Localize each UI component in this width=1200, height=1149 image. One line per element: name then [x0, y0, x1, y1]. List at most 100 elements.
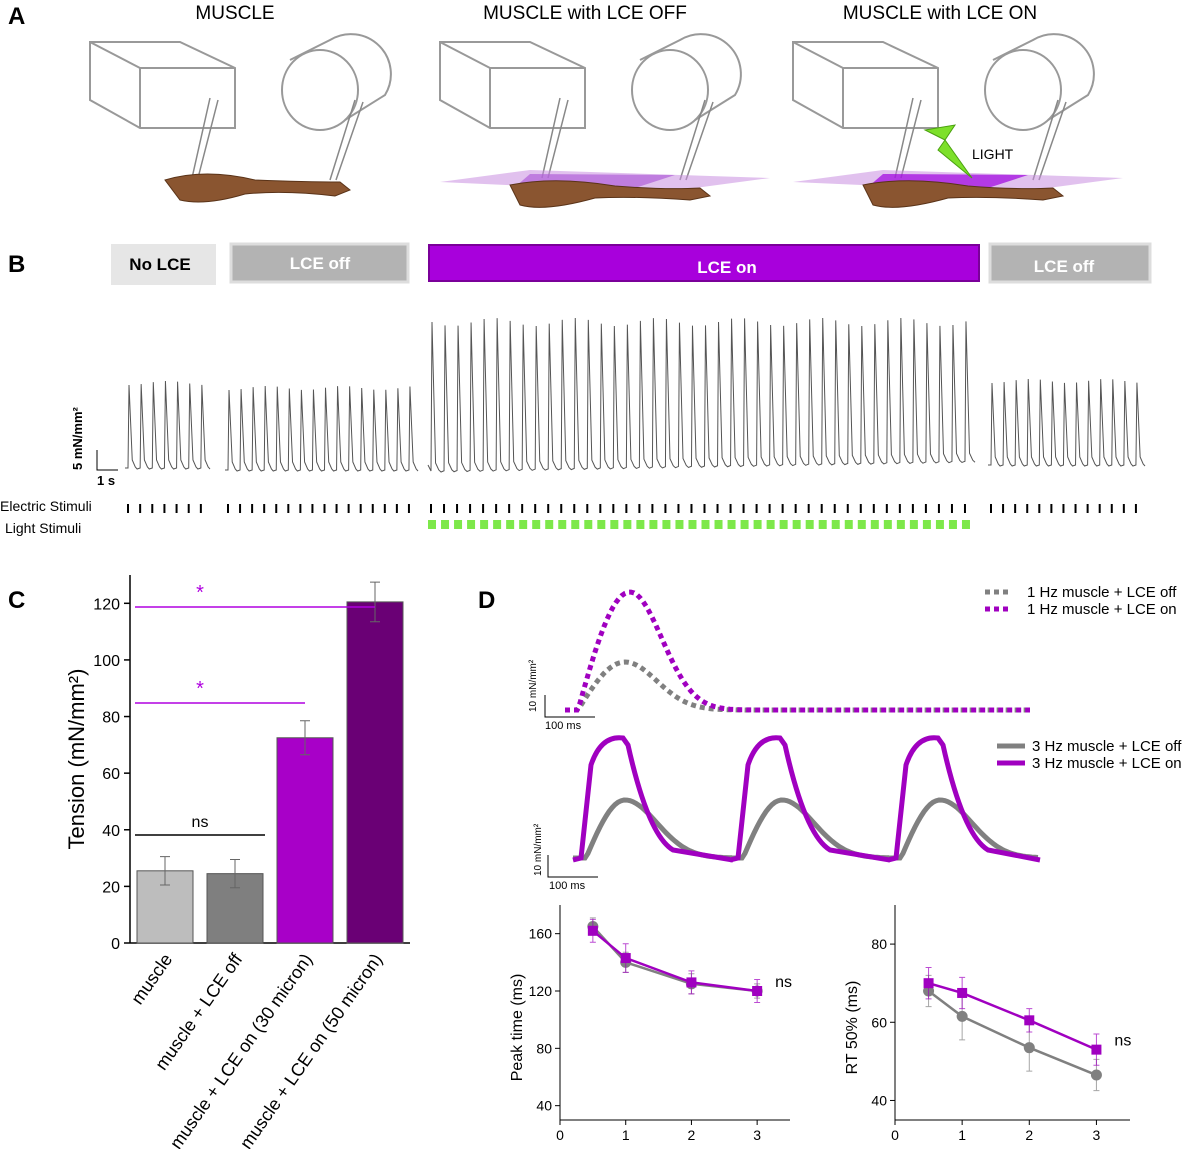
y-tick-label: 60: [102, 766, 120, 783]
light-stimulus: [493, 520, 502, 529]
point: [1024, 1015, 1035, 1026]
scale-label: 10 mN/mm²: [533, 823, 544, 876]
twitch-trace: [573, 797, 733, 861]
x-tick-label: 2: [688, 1127, 696, 1143]
light-stimulus: [753, 520, 762, 529]
light-stimulus: [532, 520, 541, 529]
condition-label: No LCE: [129, 255, 190, 274]
electrode-cylinder: [984, 49, 1062, 131]
setup-title: MUSCLE: [195, 3, 274, 24]
electrode-cylinder: [631, 49, 709, 131]
light-stimulus: [545, 520, 554, 529]
bar: [276, 737, 334, 944]
light-stimulus: [623, 520, 632, 529]
electrode: [541, 97, 569, 179]
x-tick-label: 1: [622, 1127, 630, 1143]
y-tick-label: 80: [536, 1040, 552, 1056]
light-stimulus: [909, 520, 918, 529]
light-label: LIGHT: [972, 146, 1014, 162]
panel-letter: B: [8, 251, 25, 278]
light-stimulus: [454, 520, 463, 529]
condition-box: [428, 244, 980, 282]
error-bar: [300, 720, 310, 756]
point: [956, 1010, 968, 1022]
light-stimulus: [714, 520, 723, 529]
light-stimulus: [649, 520, 658, 529]
twitch-trace: [729, 735, 891, 863]
point: [620, 953, 631, 964]
bar: [346, 601, 404, 944]
light-stimulus: [688, 520, 697, 529]
scale-bar: [544, 695, 595, 718]
scale-label: 10 mN/mm²: [528, 659, 539, 712]
legend-label: 1 Hz muscle + LCE on: [1027, 601, 1177, 618]
point: [752, 986, 763, 996]
setup: [89, 33, 392, 203]
series-line: [592, 929, 758, 993]
electrode: [894, 97, 922, 179]
point: [686, 977, 697, 988]
muscle: [509, 180, 712, 208]
electrode-box: [89, 41, 236, 129]
series-line: [591, 925, 758, 993]
light-stimulus: [792, 520, 801, 529]
error-bar: [370, 581, 380, 623]
setup-drawings: [89, 33, 1123, 208]
light-stimulus: [779, 520, 788, 529]
scale-label: 100 ms: [545, 720, 582, 732]
x-tick-label: 0: [891, 1127, 899, 1143]
electrode-cylinder: [992, 33, 1095, 121]
light-stimulus: [597, 520, 606, 529]
y-tick-label: 40: [102, 823, 120, 840]
electrode-cylinder: [289, 33, 392, 121]
x-tick-label: 0: [556, 1127, 564, 1143]
x-tick-label: 3: [753, 1127, 761, 1143]
scale-label: 100 ms: [549, 880, 586, 892]
trace-line: [125, 317, 1146, 473]
light-stimulus: [584, 520, 593, 529]
electrode: [679, 99, 714, 181]
y-tick-label: 60: [871, 1014, 887, 1030]
light-bolt: [923, 124, 973, 179]
light-stimulus: [675, 520, 684, 529]
condition-label: LCE off: [290, 254, 351, 273]
x-tick-label: muscle + LCE on (50 micron): [236, 950, 386, 1149]
muscle: [164, 173, 351, 203]
point: [1023, 1042, 1035, 1054]
light-stimulus: [935, 520, 944, 529]
scale-bar: [547, 855, 598, 878]
legend-label: 1 Hz muscle + LCE off: [1027, 584, 1177, 601]
light-stimulus: [870, 520, 879, 529]
light-stimulus: [636, 520, 645, 529]
annotation: ns: [775, 974, 792, 991]
y-tick-label: 0: [111, 936, 120, 953]
error-bar: [230, 858, 240, 889]
light-stimulus: [844, 520, 853, 529]
twitch-traces: [565, 589, 1041, 863]
y-tick-label: 160: [529, 926, 553, 942]
light-stimulus: [610, 520, 619, 529]
x-tick-label: 2: [1025, 1127, 1033, 1143]
light-stimulus: [740, 520, 749, 529]
condition-box: [111, 244, 216, 285]
light-stimulus: [506, 520, 515, 529]
condition-label: LCE on: [697, 258, 757, 277]
light-stimulus: [766, 520, 775, 529]
y-tick-label: 80: [102, 710, 120, 727]
light-stimulus: [428, 520, 436, 529]
point: [923, 978, 934, 989]
light-stimulus: [480, 520, 489, 529]
y-tick-label: 20: [102, 879, 120, 896]
legend-label: 3 Hz muscle + LCE off: [1032, 738, 1182, 755]
electrode-cylinder: [281, 49, 359, 131]
y-tick-label: 100: [93, 653, 120, 670]
legend-label: 3 Hz muscle + LCE on: [1032, 755, 1182, 772]
light-stimulus: [467, 520, 476, 529]
setup-title: MUSCLE with LCE ON: [843, 3, 1037, 24]
annotation: ns: [1114, 1033, 1131, 1050]
electrode-cylinder: [639, 33, 742, 121]
light-stimulus: [805, 520, 814, 529]
x-tick-label: muscle: [127, 950, 176, 1008]
twitch-trace: [565, 659, 1030, 713]
